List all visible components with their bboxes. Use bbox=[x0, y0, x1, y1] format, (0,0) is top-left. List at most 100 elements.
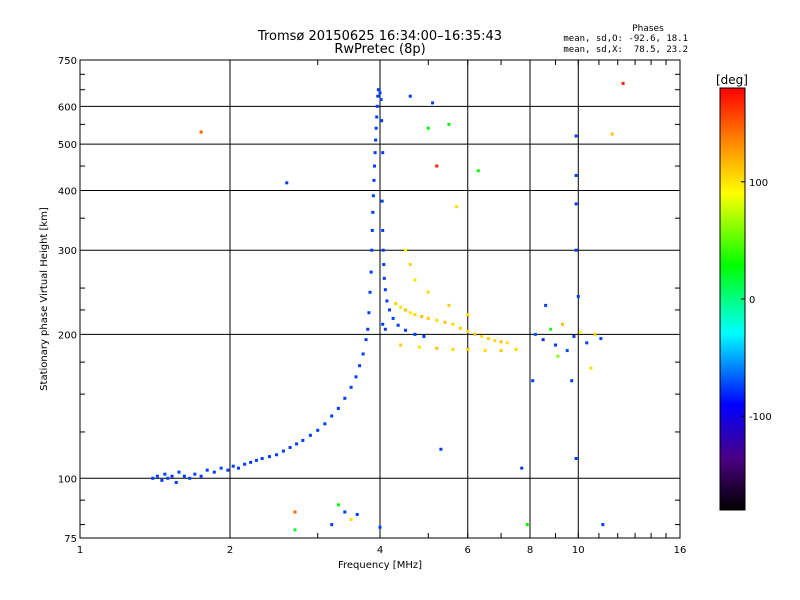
x-tick-label: 16 bbox=[674, 545, 687, 556]
data-point bbox=[576, 295, 580, 299]
data-point bbox=[288, 445, 292, 449]
data-point bbox=[174, 480, 178, 484]
data-point bbox=[455, 205, 459, 209]
data-point bbox=[301, 438, 305, 442]
data-point bbox=[285, 181, 289, 185]
data-point bbox=[160, 478, 164, 482]
data-point bbox=[267, 455, 271, 459]
data-point bbox=[447, 122, 451, 126]
data-point bbox=[374, 138, 378, 142]
data-point bbox=[378, 525, 382, 529]
data-point bbox=[219, 466, 223, 470]
data-point bbox=[371, 194, 375, 198]
x-axis-label: Frequency [MHz] bbox=[338, 560, 422, 571]
data-point bbox=[435, 164, 439, 168]
data-point bbox=[435, 318, 439, 322]
data-point bbox=[572, 334, 576, 338]
data-point bbox=[349, 517, 353, 521]
data-point bbox=[375, 115, 379, 119]
data-point bbox=[182, 474, 186, 478]
data-point bbox=[565, 349, 569, 353]
y-tick-label: 300 bbox=[58, 246, 77, 257]
data-point bbox=[413, 332, 417, 336]
data-point bbox=[366, 327, 370, 331]
data-point bbox=[369, 270, 373, 274]
data-point bbox=[483, 349, 487, 353]
data-point bbox=[170, 474, 174, 478]
data-point bbox=[499, 340, 503, 344]
data-point bbox=[254, 458, 258, 462]
data-points bbox=[151, 81, 625, 532]
data-point bbox=[293, 528, 297, 532]
data-point bbox=[403, 328, 407, 332]
data-point bbox=[378, 91, 382, 95]
data-point bbox=[376, 94, 380, 98]
data-point bbox=[570, 379, 574, 383]
data-point bbox=[381, 248, 385, 252]
y-tick-label: 750 bbox=[58, 56, 77, 67]
data-point bbox=[422, 334, 426, 338]
data-point bbox=[499, 349, 503, 353]
data-point bbox=[574, 456, 578, 460]
info-heading: Phases bbox=[632, 24, 664, 34]
data-point bbox=[188, 476, 192, 480]
data-point bbox=[578, 330, 582, 334]
y-tick-label: 100 bbox=[58, 474, 77, 485]
data-point bbox=[556, 354, 560, 358]
data-point bbox=[354, 375, 358, 379]
data-point bbox=[413, 313, 417, 317]
data-point bbox=[413, 278, 417, 282]
data-point bbox=[466, 313, 470, 317]
data-point bbox=[330, 414, 334, 418]
y-tick-labels: 75 100 200 300 400 500 600 750 bbox=[58, 56, 77, 545]
data-point bbox=[394, 302, 398, 306]
data-point bbox=[476, 169, 480, 173]
data-point bbox=[574, 134, 578, 138]
data-point bbox=[177, 470, 181, 474]
data-point bbox=[533, 332, 537, 336]
data-point bbox=[249, 460, 253, 464]
data-point bbox=[379, 98, 383, 102]
data-point bbox=[205, 468, 209, 472]
data-point bbox=[383, 327, 387, 331]
data-point bbox=[385, 299, 389, 303]
colorbar-ticks: 100 0 -100 bbox=[741, 178, 772, 423]
x-tick-label: 8 bbox=[527, 545, 533, 556]
data-point bbox=[293, 510, 297, 514]
data-point bbox=[368, 290, 372, 294]
data-point bbox=[574, 202, 578, 206]
y-axis-label: Stationary phase Virtual Height [km] bbox=[39, 207, 50, 391]
data-point bbox=[358, 364, 362, 368]
colorbar-label: [deg] bbox=[716, 73, 748, 87]
data-point bbox=[355, 512, 359, 516]
data-point bbox=[199, 130, 203, 134]
data-point bbox=[599, 337, 603, 341]
data-point bbox=[380, 199, 384, 203]
data-point bbox=[376, 88, 380, 92]
data-point bbox=[574, 248, 578, 252]
data-point bbox=[447, 303, 451, 307]
data-point bbox=[231, 464, 235, 468]
data-point bbox=[426, 126, 430, 130]
data-point bbox=[585, 341, 589, 345]
data-point bbox=[574, 173, 578, 177]
data-point bbox=[155, 474, 159, 478]
data-point bbox=[549, 327, 553, 331]
colorbar bbox=[719, 87, 746, 511]
data-point bbox=[391, 316, 395, 320]
data-point bbox=[275, 453, 279, 457]
plot-frame bbox=[79, 59, 681, 539]
data-point bbox=[417, 345, 421, 349]
data-point bbox=[193, 472, 197, 476]
data-point bbox=[525, 523, 529, 527]
data-point bbox=[151, 476, 155, 480]
y-tick-label: 400 bbox=[58, 186, 77, 197]
data-point bbox=[260, 456, 264, 460]
data-point bbox=[420, 314, 424, 318]
data-point bbox=[593, 332, 597, 336]
data-point bbox=[403, 308, 407, 312]
data-point bbox=[336, 503, 340, 507]
data-point bbox=[367, 311, 371, 315]
data-point bbox=[343, 510, 347, 514]
data-point bbox=[553, 343, 557, 347]
